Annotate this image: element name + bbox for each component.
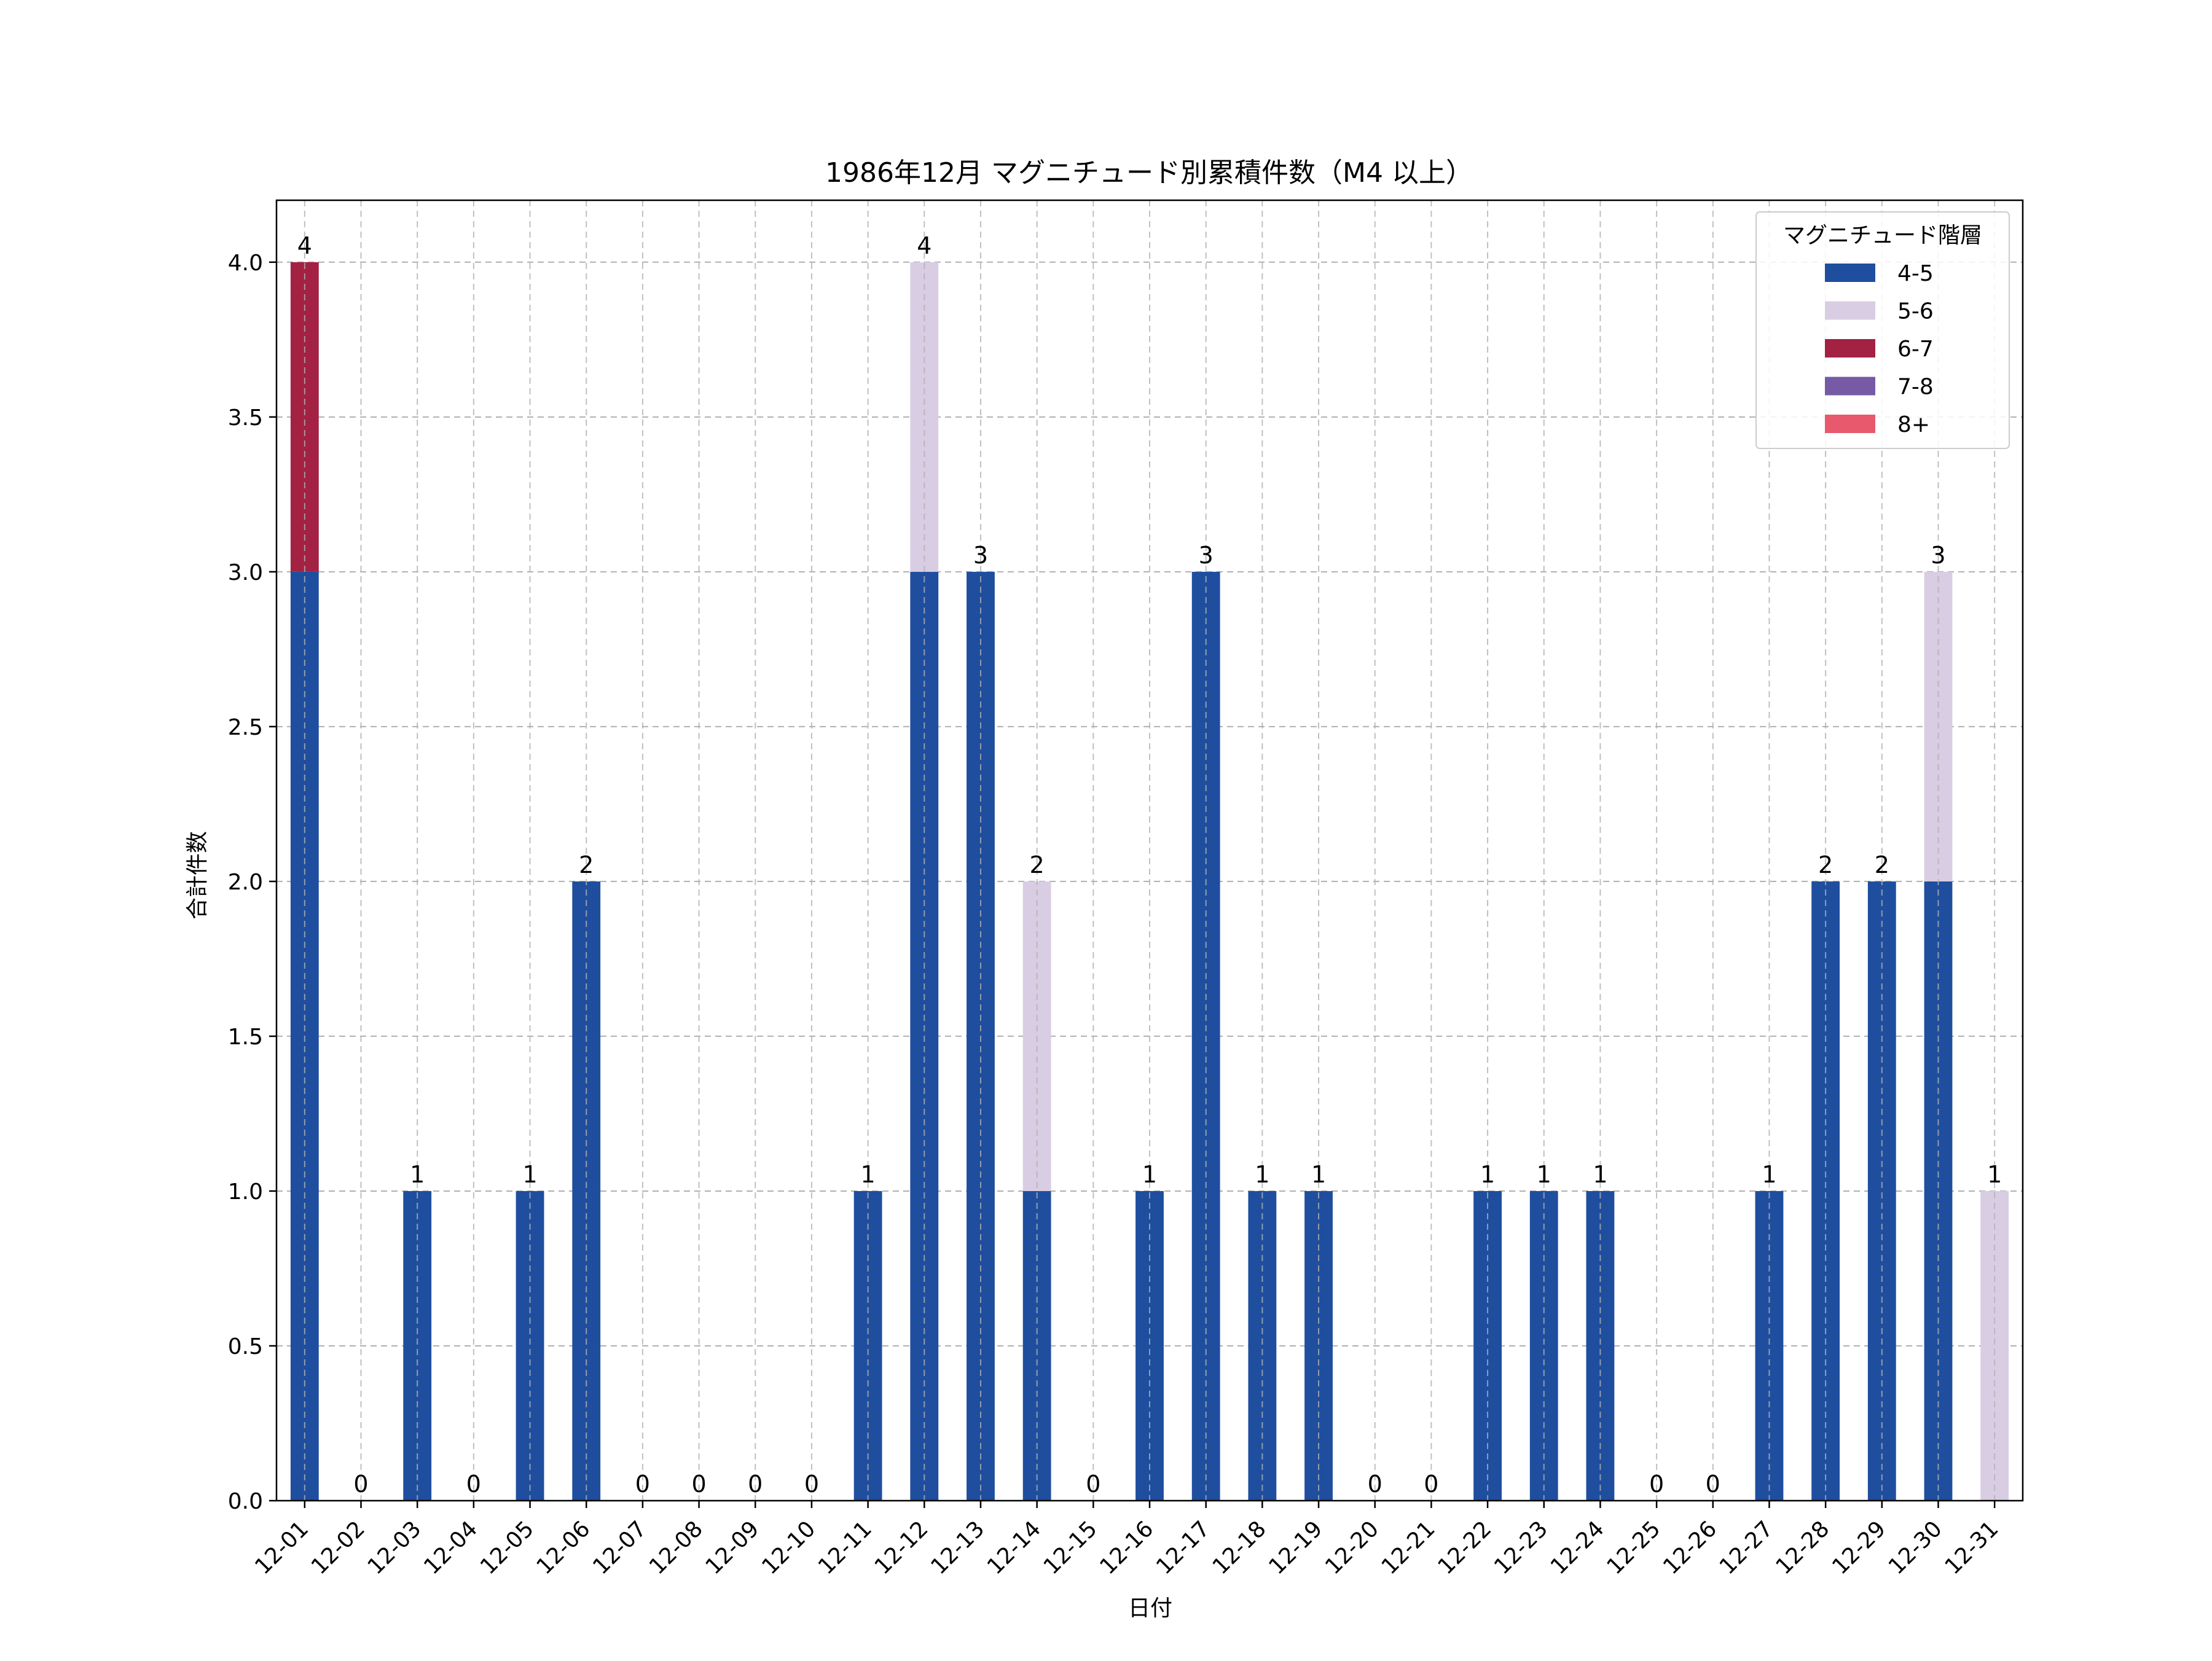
bar-total-label: 0 — [1706, 1471, 1720, 1498]
y-tick-label: 3.5 — [228, 405, 263, 431]
y-tick-label: 2.5 — [228, 715, 263, 740]
bar-total-label: 0 — [691, 1471, 706, 1498]
bar-total-label: 1 — [1255, 1161, 1269, 1188]
bar-total-label: 0 — [466, 1471, 481, 1498]
legend-swatch-8+ — [1825, 415, 1875, 433]
legend-title: マグニチュード階層 — [1783, 223, 1982, 248]
legend-label-5-6: 5-6 — [1897, 299, 1934, 324]
legend-swatch-5-6 — [1825, 301, 1875, 320]
y-tick-label: 0.0 — [228, 1489, 263, 1514]
legend-swatch-7-8 — [1825, 377, 1875, 396]
chart-title: 1986年12月 マグニチュード別累積件数（M4 以上） — [825, 157, 1473, 189]
bar-total-label: 1 — [1537, 1161, 1551, 1188]
bar-total-label: 1 — [1480, 1161, 1495, 1188]
bar-total-label: 1 — [522, 1161, 537, 1188]
legend-box — [1755, 211, 2010, 449]
bar-segment-5-6 — [910, 262, 939, 572]
y-tick-label: 2.0 — [228, 870, 263, 895]
bar-total-labels: 4 0 1 0 1 2 0 0 0 0 1 4 3 2 0 1 3 1 1 0 0 1 1 1 0 0 1 2 2 3 1 — [297, 232, 2002, 1498]
bar-total-label: 0 — [748, 1471, 763, 1498]
bar-total-label: 1 — [1987, 1161, 2002, 1188]
legend-label-6-7: 6-7 — [1897, 337, 1934, 362]
bar-total-label: 0 — [635, 1471, 650, 1498]
y-tick-label: 1.0 — [228, 1179, 263, 1205]
bar-total-label: 0 — [1649, 1471, 1664, 1498]
bar-total-label: 0 — [353, 1471, 368, 1498]
bar-total-label: 2 — [1818, 851, 1833, 878]
y-axis-label: 合計件数 — [185, 831, 210, 920]
bar-total-label: 4 — [917, 232, 931, 259]
bar-total-label: 0 — [1424, 1471, 1438, 1498]
legend-label-7-8: 7-8 — [1897, 375, 1934, 400]
y-tick-label: 0.5 — [228, 1334, 263, 1359]
vertical-grid-lines — [304, 200, 1996, 1501]
legend-items: 4-5 5-6 6-7 7-8 8+ — [1825, 261, 1934, 437]
bar-total-label: 1 — [1142, 1161, 1157, 1188]
bar-total-label: 1 — [861, 1161, 876, 1188]
bar-total-label: 0 — [1368, 1471, 1382, 1498]
legend-label-4-5: 4-5 — [1897, 261, 1934, 286]
bar-total-label: 3 — [1199, 542, 1214, 569]
bar-total-label: 3 — [973, 542, 988, 569]
bar-total-label: 1 — [1762, 1161, 1776, 1188]
legend-swatch-4-5 — [1825, 264, 1875, 282]
bar-segment-6-7 — [290, 262, 319, 572]
bar-total-label: 3 — [1931, 542, 1945, 569]
legend: マグニチュード階層 4-5 5-6 6-7 7-8 8+ — [1755, 211, 2010, 449]
legend-label-8+: 8+ — [1897, 412, 1930, 437]
bar-total-label: 4 — [297, 232, 312, 259]
bar-total-label: 2 — [579, 851, 594, 878]
bar-total-label: 1 — [1311, 1161, 1326, 1188]
bar-total-label: 1 — [410, 1161, 425, 1188]
y-axis-ticks: 0.0 0.5 1.0 1.5 2.0 2.5 3.0 3.5 4.0 — [228, 251, 276, 1514]
bar-total-label: 0 — [804, 1471, 819, 1498]
y-tick-label: 4.0 — [228, 251, 263, 276]
legend-swatch-6-7 — [1825, 339, 1875, 358]
x-axis-label: 日付 — [1128, 1596, 1172, 1621]
y-tick-label: 1.5 — [228, 1025, 263, 1050]
bar-total-label: 1 — [1593, 1161, 1607, 1188]
y-tick-label: 3.0 — [228, 560, 263, 585]
bar-total-label: 2 — [1030, 851, 1045, 878]
bar-total-label: 0 — [1086, 1471, 1100, 1498]
bar-total-label: 2 — [1875, 851, 1889, 878]
